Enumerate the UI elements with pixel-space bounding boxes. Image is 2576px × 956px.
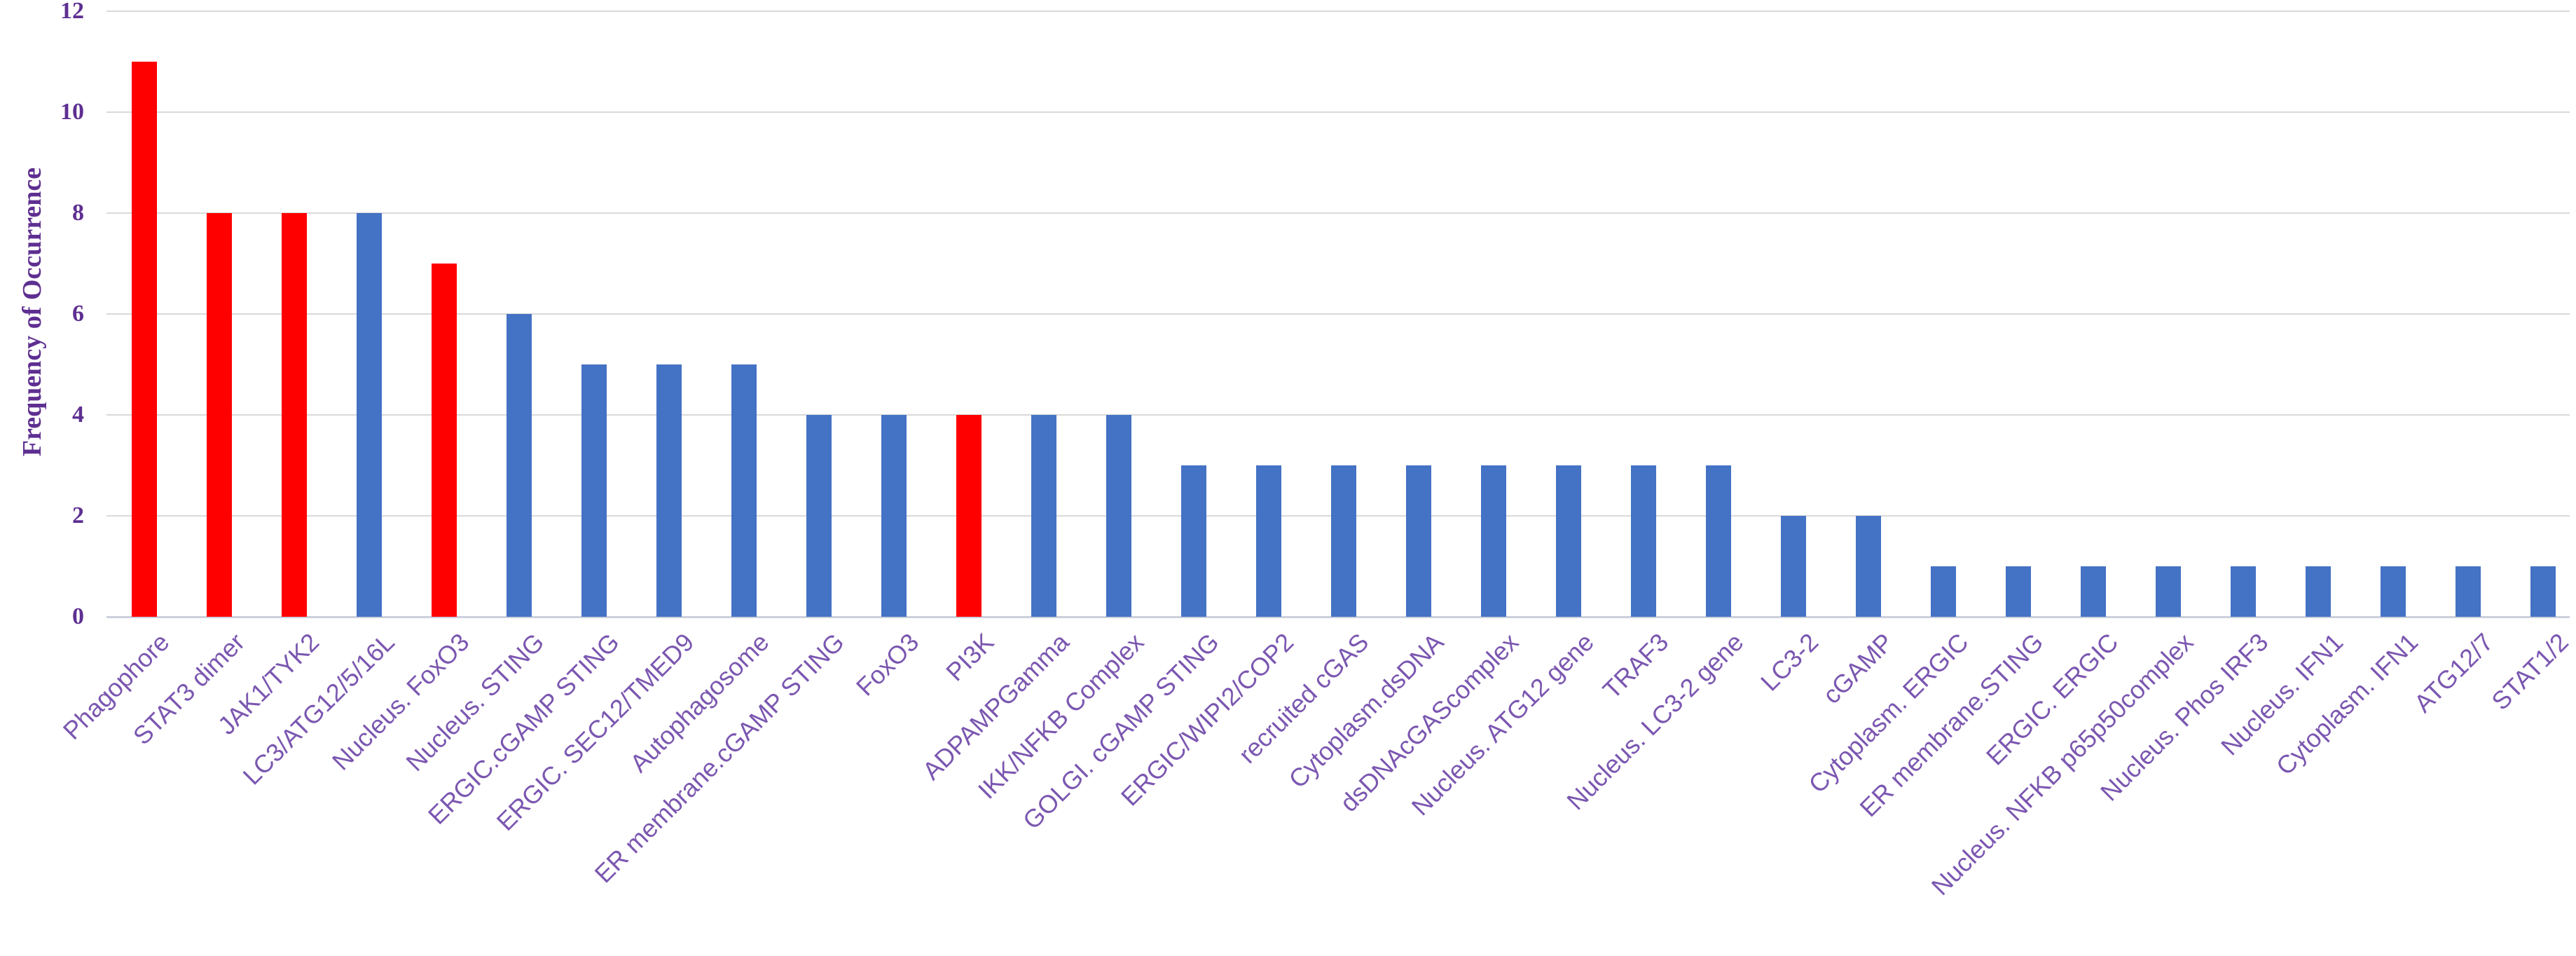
y-tick-label-8: 8 [72, 200, 84, 226]
x-label-ergic-ergic: ERGIC. ERGIC [1981, 627, 2124, 771]
x-axis-line [106, 616, 2570, 618]
bar-ikk-nfkb-complex [1106, 415, 1131, 617]
bar-cytoplasm-ergic [1931, 566, 1956, 617]
bar-atg12-7 [2456, 566, 2481, 617]
bar-nucleus-atg12-gene [1556, 465, 1581, 617]
bar-stat3-dimer [207, 213, 232, 617]
x-label-pi3k: PI3K [940, 627, 1000, 687]
gridline-y-12 [106, 11, 2570, 12]
bar-traf3 [1631, 465, 1656, 617]
bar-nucleus-sting [507, 314, 532, 617]
bar-nucleus-nfkb-p65p50complex [2156, 566, 2181, 617]
bar-cytoplasm-ifn1 [2381, 566, 2406, 617]
x-label-atg12-7: ATG12/7 [2408, 627, 2499, 718]
bar-nucleus-ifn1 [2306, 566, 2331, 617]
x-label-recruited-cgas: recruited cGAS [1233, 627, 1375, 769]
bar-foxo3 [881, 415, 907, 617]
y-tick-label-6: 6 [72, 301, 84, 327]
bar-adpampgamma [1031, 415, 1056, 617]
x-label-autophagosome: Autophagosome [624, 627, 775, 778]
x-label-stat1-2: STAT1/2 [2486, 627, 2574, 716]
bar-lc3-atg12-5-16l [357, 213, 382, 617]
y-tick-label-10: 10 [60, 99, 84, 125]
bar-ergic-wipi2-cop2 [1256, 465, 1281, 617]
y-tick-label-4: 4 [72, 402, 84, 428]
bar-dsdnacgascomplex [1481, 465, 1506, 617]
bar-recruited-cgas [1331, 465, 1356, 617]
bar-ergic-sec12-tmed9 [656, 364, 682, 617]
bar-lc3-2 [1781, 516, 1806, 617]
bar-stat1-2 [2530, 566, 2556, 617]
bar-nucleus-phos-irf3 [2231, 566, 2256, 617]
bar-golgi-cgamp-sting [1181, 465, 1206, 617]
gridline-y-8 [106, 212, 2570, 214]
bar-ergic-cgamp-sting [581, 364, 607, 617]
x-label-nucleus-sting: Nucleus. STING [400, 627, 550, 777]
bar-nucleus-foxo3 [432, 264, 457, 617]
bar-cgamp [1856, 516, 1881, 617]
y-tick-label-2: 2 [72, 503, 84, 528]
y-tick-label-0: 0 [72, 603, 84, 629]
bar-er-membrane-sting [2006, 566, 2031, 617]
x-label-cytoplasm-ifn1: Cytoplasm. IFN1 [2271, 627, 2424, 781]
x-label-nucleus-foxo3: Nucleus. FoxO3 [326, 627, 475, 776]
bar-phagophore [132, 62, 157, 617]
gridline-y-10 [106, 111, 2570, 113]
y-tick-label-12: 12 [60, 0, 84, 24]
bar-er-membrane-cgamp-sting [806, 415, 832, 617]
bar-nucleus-lc3-2-gene [1706, 465, 1731, 617]
x-label-foxo3: FoxO3 [850, 627, 925, 702]
bar-jak1-tyk2 [282, 213, 307, 617]
gridline-y-4 [106, 414, 2570, 416]
x-label-lc3-2: LC3-2 [1755, 627, 1824, 697]
bar-cytoplasm-dsdna [1406, 465, 1431, 617]
bar-pi3k [956, 415, 982, 617]
gridline-y-6 [106, 313, 2570, 315]
bar-autophagosome [731, 364, 757, 617]
bar-ergic-ergic [2081, 566, 2106, 617]
